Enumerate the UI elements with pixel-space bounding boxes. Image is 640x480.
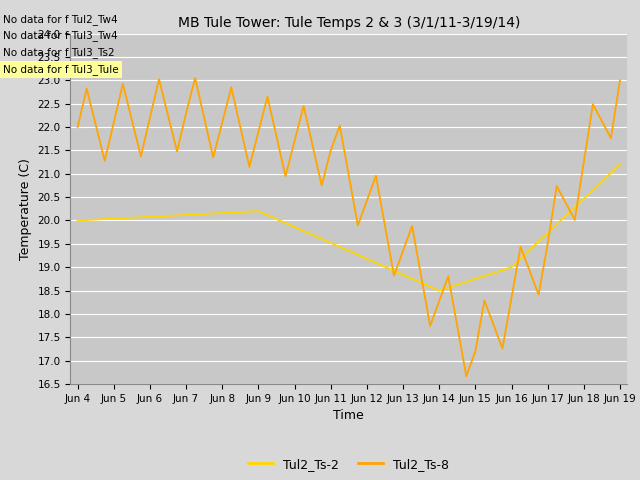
Text: No data for f Tul3_Tule: No data for f Tul3_Tule (3, 64, 119, 75)
Text: No data for f Tul3_Ts2: No data for f Tul3_Ts2 (3, 47, 115, 58)
Y-axis label: Temperature (C): Temperature (C) (19, 158, 32, 260)
Text: No data for f Tul3_Tw4: No data for f Tul3_Tw4 (3, 30, 118, 41)
Text: No data for f Tul2_Tw4: No data for f Tul2_Tw4 (3, 13, 118, 24)
Legend: Tul2_Ts-2, Tul2_Ts-8: Tul2_Ts-2, Tul2_Ts-8 (243, 453, 454, 476)
X-axis label: Time: Time (333, 409, 364, 422)
Title: MB Tule Tower: Tule Temps 2 & 3 (3/1/11-3/19/14): MB Tule Tower: Tule Temps 2 & 3 (3/1/11-… (178, 16, 520, 30)
